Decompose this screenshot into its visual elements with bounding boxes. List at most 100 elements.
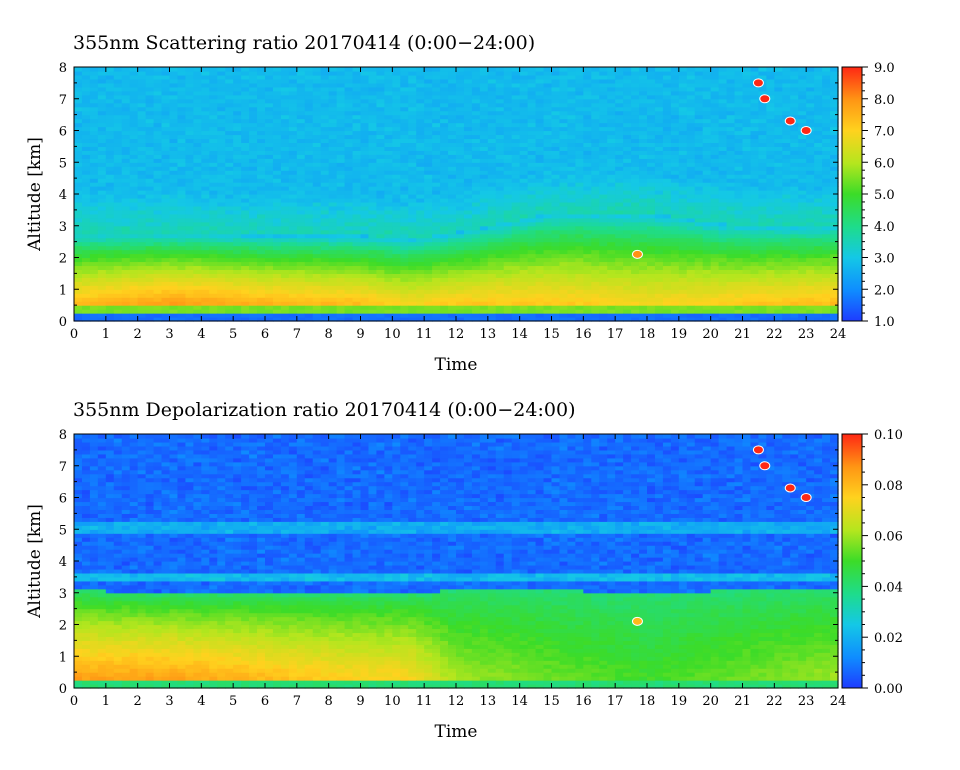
heatmap-cell: [296, 245, 306, 251]
heatmap-cell: [81, 281, 91, 286]
heatmap-cell: [392, 110, 401, 116]
heatmap-cell: [153, 182, 163, 187]
heatmap-cell: [145, 293, 155, 298]
heatmap-cell: [591, 261, 600, 267]
heatmap-cell: [615, 138, 624, 144]
heatmap-cell: [591, 229, 600, 235]
heatmap-cell: [153, 166, 163, 171]
heatmap-cell: [344, 194, 354, 199]
heatmap-cell: [336, 241, 346, 247]
heatmap-cell: [193, 86, 202, 92]
heatmap-cell: [503, 301, 513, 306]
heatmap-cell: [495, 297, 505, 302]
heatmap-cell: [272, 305, 282, 310]
heatmap-cell: [137, 301, 147, 306]
heatmap-cell: [81, 257, 91, 263]
heatmap-cell: [352, 90, 362, 96]
heatmap-cell: [654, 317, 664, 322]
heatmap-cell: [400, 245, 409, 251]
heatmap-cell: [654, 261, 664, 267]
heatmap-cell: [153, 281, 163, 286]
heatmap-cell: [376, 146, 385, 151]
heatmap-cell: [440, 194, 449, 199]
heatmap-cell: [336, 86, 346, 92]
heatmap-cell: [424, 261, 433, 267]
heatmap-cell: [678, 273, 688, 278]
heatmap-cell: [169, 142, 179, 147]
heatmap-cell: [249, 253, 258, 259]
heatmap-cell: [217, 277, 226, 282]
heatmap-cell: [241, 82, 250, 88]
heatmap-cell: [559, 170, 569, 175]
heatmap-cell: [559, 130, 569, 136]
heatmap-cell: [400, 102, 409, 108]
heatmap-cell: [89, 257, 99, 263]
heatmap-cell: [328, 138, 338, 144]
heatmap-cell: [448, 94, 457, 100]
heatmap-cell: [352, 114, 362, 120]
heatmap-cell: [376, 233, 385, 239]
heatmap-cell: [153, 154, 163, 159]
heatmap-cell: [209, 309, 218, 314]
heatmap-cell: [543, 146, 553, 151]
heatmap-cell: [336, 281, 346, 286]
heatmap-cell: [432, 221, 441, 227]
heatmap-cell: [495, 86, 505, 92]
heatmap-cell: [312, 309, 322, 314]
heatmap-cell: [105, 126, 115, 132]
heatmap-cell: [583, 221, 592, 227]
heatmap-cell: [169, 67, 179, 72]
heatmap-cell: [448, 150, 457, 155]
heatmap-cell: [201, 205, 210, 211]
heatmap-cell: [400, 269, 409, 274]
heatmap-cell: [463, 114, 473, 120]
heatmap-cell: [113, 158, 123, 163]
heatmap-cell: [463, 293, 473, 298]
heatmap-cell: [384, 146, 393, 151]
heatmap-cell: [615, 74, 624, 80]
heatmap-cell: [288, 305, 298, 310]
heatmap-cell: [360, 285, 370, 290]
heatmap-cell: [368, 217, 378, 223]
heatmap-cell: [177, 118, 187, 124]
heatmap-cell: [336, 78, 346, 84]
heatmap-cell: [511, 237, 521, 243]
heatmap-cell: [89, 269, 99, 274]
heatmap-cell: [352, 102, 362, 108]
heatmap-cell: [575, 110, 584, 116]
heatmap-cell: [448, 237, 457, 243]
heatmap-cell: [639, 67, 648, 72]
heatmap-cell: [662, 297, 672, 302]
heatmap-cell: [639, 98, 648, 104]
heatmap-cell: [575, 154, 584, 159]
heatmap-cell: [416, 70, 425, 76]
heatmap-cell: [296, 305, 306, 310]
heatmap-cell: [654, 67, 664, 72]
heatmap-cell: [639, 253, 648, 259]
heatmap-cell: [456, 317, 465, 322]
heatmap-cell: [535, 197, 545, 203]
heatmap-cell: [137, 186, 147, 191]
heatmap-cell: [320, 281, 330, 286]
heatmap-cell: [639, 229, 648, 235]
heatmap-cell: [249, 134, 258, 140]
heatmap-cell: [209, 102, 218, 108]
heatmap-cell: [487, 261, 497, 267]
heatmap-cell: [615, 233, 624, 239]
heatmap-cell: [535, 229, 545, 235]
heatmap-cell: [296, 217, 306, 223]
heatmap-cell: [583, 253, 592, 259]
heatmap-cell: [670, 162, 680, 167]
heatmap-cell: [217, 257, 226, 263]
heatmap-cell: [686, 86, 696, 92]
heatmap-cell: [97, 233, 107, 239]
heatmap-cell: [654, 297, 664, 302]
heatmap-cell: [639, 150, 648, 155]
heatmap-cell: [185, 82, 194, 88]
heatmap-cell: [225, 102, 234, 108]
heatmap-cell: [105, 194, 115, 199]
heatmap-cell: [678, 150, 688, 155]
heatmap-cell: [487, 74, 497, 80]
heatmap-cell: [217, 82, 226, 88]
heatmap-cell: [471, 74, 481, 80]
